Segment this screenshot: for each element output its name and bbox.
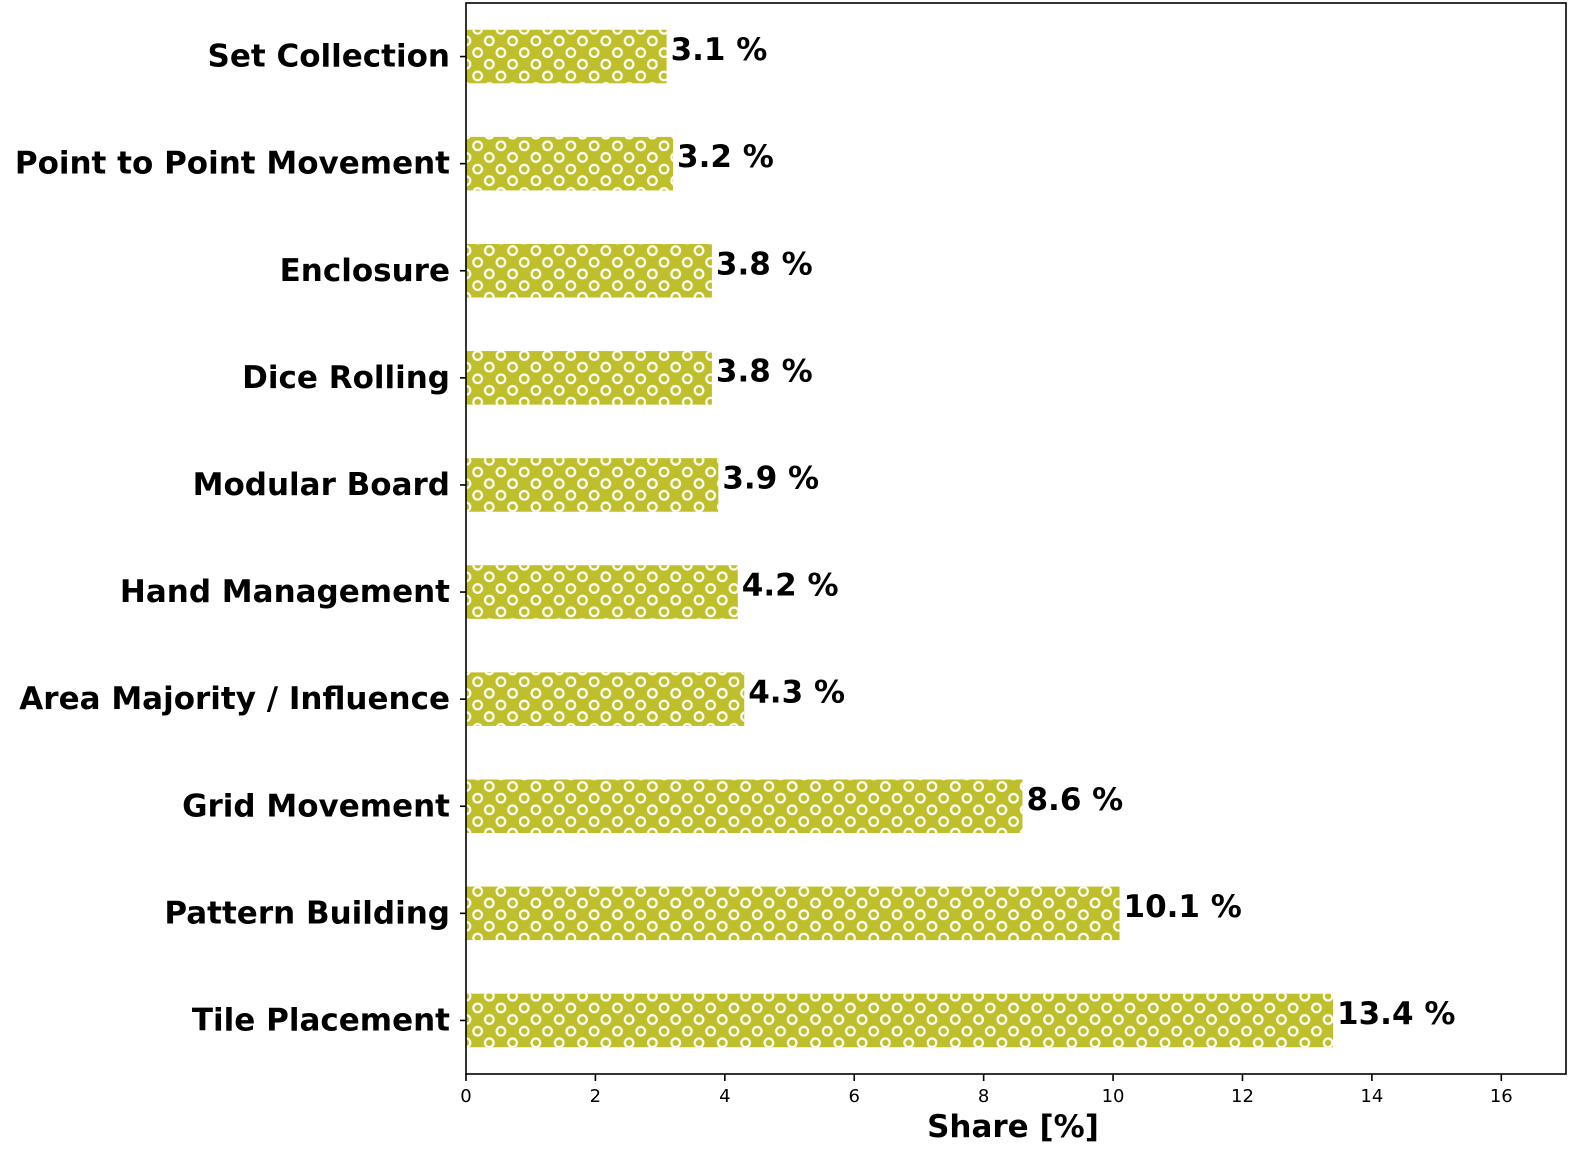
x-tick-label: 0 — [460, 1086, 471, 1107]
bar-pattern — [466, 779, 1023, 834]
x-tick-label: 12 — [1231, 1086, 1254, 1107]
category-label: Set Collection — [208, 39, 450, 75]
x-tick-label: 16 — [1490, 1086, 1513, 1107]
category-label: Point to Point Movement — [15, 146, 450, 182]
category-label: Pattern Building — [164, 895, 450, 931]
value-label: 3.8 % — [716, 353, 813, 389]
bar-pattern — [466, 565, 738, 619]
x-tick-label: 4 — [719, 1086, 730, 1107]
bar-pattern — [466, 886, 1120, 941]
x-tick-label: 14 — [1360, 1086, 1383, 1107]
category-label: Modular Board — [193, 467, 450, 503]
plot-frame — [465, 2, 1567, 1075]
bar-pattern — [466, 672, 745, 726]
value-label: 10.1 % — [1124, 889, 1242, 925]
bar-pattern — [466, 993, 1334, 1048]
category-label: Tile Placement — [192, 1002, 450, 1038]
x-tick-label: 8 — [978, 1086, 989, 1107]
bar-pattern — [466, 351, 712, 405]
category-label: Hand Management — [120, 574, 450, 610]
value-label: 13.4 % — [1337, 996, 1455, 1032]
x-axis-title: Share [%] — [927, 1109, 1099, 1145]
bar-pattern — [466, 243, 712, 298]
x-tick-label: 6 — [849, 1086, 860, 1107]
value-label: 4.2 % — [742, 568, 839, 604]
value-label: 4.3 % — [748, 675, 845, 711]
bar-pattern — [466, 136, 674, 191]
bar-pattern — [466, 458, 719, 512]
category-label: Dice Rolling — [242, 360, 450, 396]
value-label: 3.1 % — [671, 32, 768, 68]
category-label: Enclosure — [280, 253, 450, 289]
value-label: 3.8 % — [716, 246, 813, 282]
category-label: Grid Movement — [182, 788, 450, 824]
x-tick-label: 2 — [590, 1086, 601, 1107]
value-label: 8.6 % — [1026, 782, 1123, 818]
bar-pattern — [466, 29, 667, 84]
x-tick-label: 10 — [1102, 1086, 1125, 1107]
value-label: 3.2 % — [677, 139, 774, 175]
value-label: 3.9 % — [722, 461, 819, 497]
category-label: Area Majority / Influence — [19, 681, 450, 717]
